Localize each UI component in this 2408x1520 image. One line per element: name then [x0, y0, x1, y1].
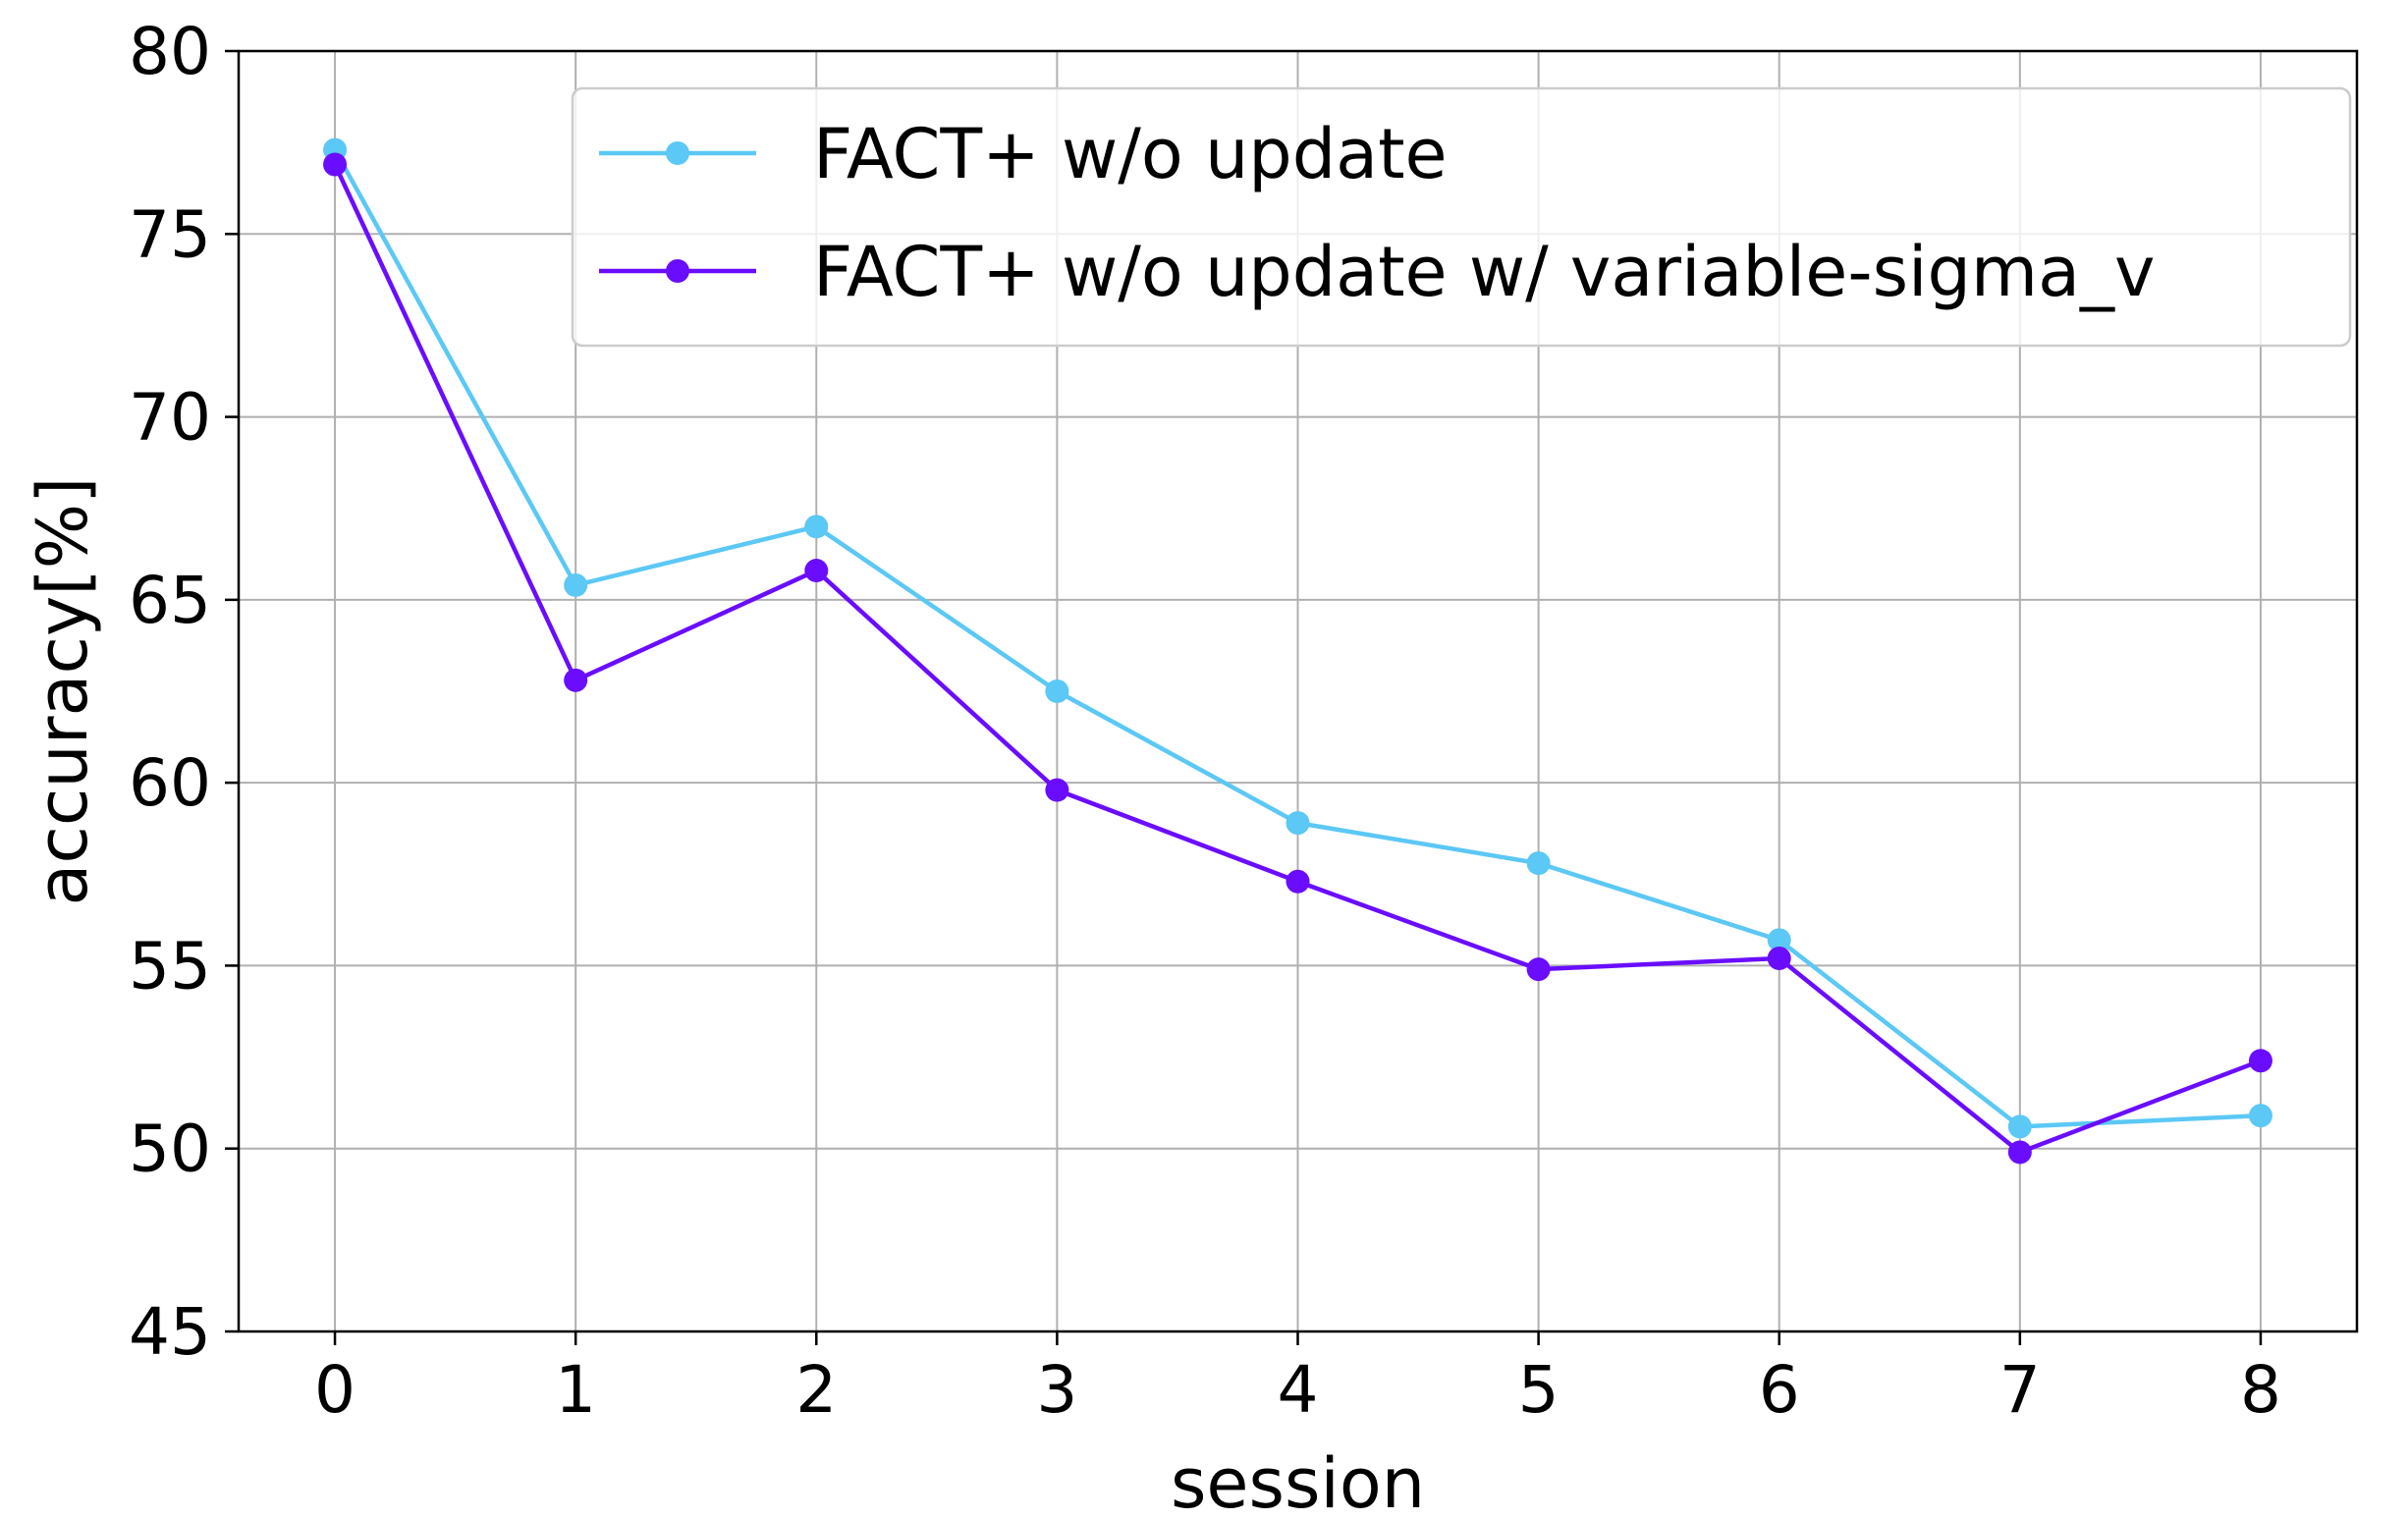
- series-group: [323, 137, 2272, 1165]
- data-point: [2248, 1104, 2272, 1128]
- data-point: [804, 559, 829, 583]
- y-axis-label: accuracy[%]: [23, 477, 103, 906]
- legend-item: FACT+ w/o update w/ variable-sigma_v: [599, 232, 2155, 312]
- y-tick-label: 80: [129, 14, 211, 89]
- data-point: [2007, 1114, 2032, 1139]
- x-tick-label: 0: [314, 1352, 356, 1428]
- data-point: [1526, 851, 1551, 876]
- x-tick-label: 2: [795, 1352, 837, 1428]
- data-point: [323, 152, 348, 177]
- legend-label: FACT+ w/o update w/ variable-sigma_v: [813, 232, 2155, 312]
- x-tick-label: 4: [1278, 1352, 1319, 1428]
- data-point: [564, 668, 588, 692]
- data-point: [1045, 679, 1069, 703]
- data-point: [2248, 1049, 2272, 1073]
- x-tick-label: 6: [1759, 1352, 1800, 1428]
- x-tick-label: 1: [555, 1352, 596, 1428]
- data-point: [2007, 1140, 2032, 1165]
- legend-item: FACT+ w/o update: [599, 114, 1448, 194]
- data-point: [1767, 946, 1791, 970]
- data-point: [1045, 778, 1069, 802]
- series-2: [323, 152, 2272, 1165]
- legend-box: [571, 86, 2352, 348]
- y-tick-label: 65: [129, 563, 211, 638]
- y-tick-label: 60: [129, 745, 211, 821]
- y-tick-label: 55: [129, 928, 211, 1004]
- plot-area-frame: [237, 49, 2359, 1333]
- legend-marker: [666, 259, 689, 283]
- x-axis-label: session: [1171, 1443, 1425, 1520]
- x-tick-label: 5: [1518, 1352, 1560, 1428]
- data-point: [1767, 928, 1791, 952]
- y-tick-label: 70: [129, 380, 211, 456]
- y-tick-label: 45: [129, 1294, 211, 1370]
- data-point: [1526, 957, 1551, 982]
- data-point: [564, 572, 588, 597]
- data-point: [804, 515, 829, 539]
- data-point: [1286, 811, 1310, 836]
- legend-marker: [666, 141, 689, 165]
- y-tick-label: 50: [129, 1112, 211, 1187]
- data-point: [1286, 869, 1310, 894]
- legend-label: FACT+ w/o update: [813, 114, 1448, 194]
- x-tick-label: 3: [1036, 1352, 1077, 1428]
- legend: FACT+ w/o update FACT+ w/o update w/ vari…: [571, 86, 2352, 348]
- y-tick-label: 75: [129, 196, 211, 272]
- x-tick-label: 8: [2240, 1352, 2281, 1428]
- x-tick-label: 7: [1999, 1352, 2041, 1428]
